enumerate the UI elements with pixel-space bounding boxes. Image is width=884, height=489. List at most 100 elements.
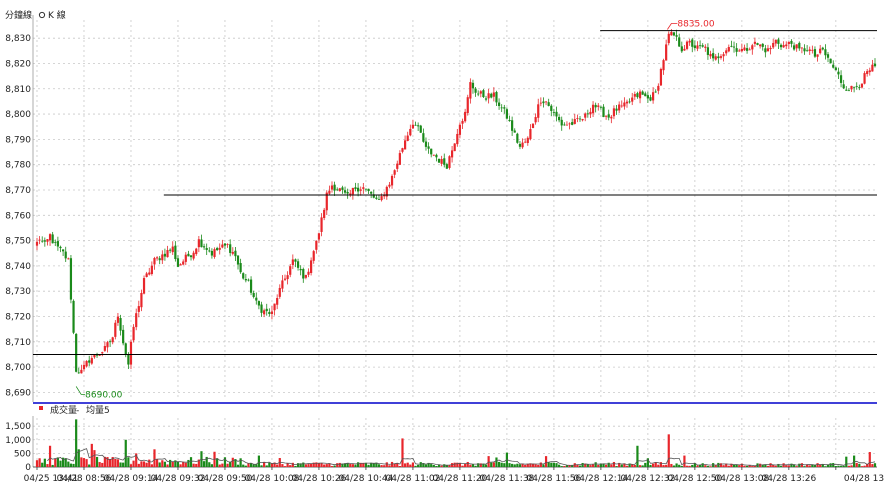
candle-body (242, 273, 245, 279)
candle-body (106, 342, 109, 348)
volume-bar (492, 462, 495, 467)
time-tick-label: 04/28 11:56 (527, 474, 582, 484)
candle-body (176, 258, 180, 267)
volume-bar (855, 462, 858, 467)
time-tick-label: 04/28 10:44 (339, 474, 394, 484)
volume-bar (351, 464, 354, 467)
candle-body (443, 158, 446, 165)
volume-bar (518, 464, 522, 467)
candle-body (362, 187, 365, 189)
volume-bar (383, 465, 386, 467)
time-tick-label: 04/28 13:26 (761, 474, 816, 484)
tab-minute[interactable]: 分鐘線 (5, 9, 32, 21)
candle-body (665, 44, 668, 61)
candle-body (625, 101, 629, 104)
candle-body (223, 243, 227, 246)
volume-bar (179, 464, 182, 467)
volume-bar (208, 462, 211, 467)
candle-body (432, 154, 435, 156)
candle-body (80, 369, 83, 374)
volume-bar (811, 464, 814, 467)
volume-bar (759, 463, 762, 467)
candle-body (597, 105, 600, 107)
volume-bar (263, 461, 266, 467)
candle-body (576, 118, 579, 119)
volume-bar (638, 465, 642, 467)
candle-body (503, 107, 506, 109)
volume-bar (283, 466, 287, 467)
volume-axis: 0 500 1,000 1,500 (5, 422, 31, 473)
candle-body (101, 352, 104, 354)
volume-bar (77, 449, 80, 467)
volume-bar (119, 462, 122, 467)
volume-bar (401, 438, 404, 467)
tab-kline[interactable]: K 線 (48, 9, 66, 21)
volume-bar (440, 465, 443, 467)
volume-bar (858, 463, 861, 467)
volume-bar (610, 464, 613, 467)
candle-body (289, 266, 292, 275)
candle-body (732, 46, 736, 48)
candle-body (586, 113, 589, 115)
price-tick-label: 8,810 (5, 85, 31, 95)
candle-body (202, 246, 206, 248)
volume-bar (779, 465, 783, 467)
candle-body (563, 124, 566, 126)
candle-body (184, 254, 187, 262)
candle-body (114, 322, 117, 337)
candle-body (278, 287, 281, 297)
volume-bar (513, 464, 516, 467)
candle-body (745, 48, 749, 51)
volume-bar (777, 463, 780, 467)
volume-bar (565, 465, 569, 467)
volume-bar (683, 455, 686, 467)
candle-body (142, 278, 146, 294)
candle-body (474, 88, 477, 93)
candle-body (320, 217, 323, 232)
candle-body (197, 239, 200, 248)
volume-bar (795, 466, 798, 467)
volume-bar (427, 462, 430, 467)
candle-body (333, 184, 336, 191)
volume-bar (698, 464, 702, 467)
candle-body (41, 240, 44, 242)
candle-body (385, 186, 388, 197)
grid (32, 15, 877, 468)
volume-bar (534, 464, 537, 467)
candle-body (310, 260, 313, 274)
candle-body (649, 97, 652, 101)
candle-body (839, 75, 843, 83)
candle-body (719, 56, 723, 58)
volume-bar (101, 462, 104, 467)
volume-bar (111, 457, 114, 467)
candle-body (578, 118, 582, 120)
volume-bar (307, 464, 310, 467)
candle-body (398, 153, 401, 165)
volume-bar (772, 464, 775, 467)
candle-body (853, 86, 856, 88)
volume-bar (623, 463, 626, 467)
candle-body (88, 360, 91, 363)
volume-bar (555, 463, 558, 467)
high-label: 8835.00 (677, 20, 714, 30)
candle-body (169, 249, 172, 251)
volume-bar (847, 465, 850, 467)
volume-bar (390, 461, 394, 467)
candle-body (821, 47, 824, 50)
volume-bar (816, 463, 819, 467)
volume-bar (727, 465, 730, 467)
time-tick-label: 04/28 12:50 (668, 474, 723, 484)
volume-bar (563, 466, 566, 467)
candle-body (482, 90, 485, 98)
candle-body (518, 143, 522, 147)
volume-bar (388, 465, 391, 467)
volume-bar (346, 463, 349, 467)
volume-bar (338, 462, 341, 467)
candle-body (842, 84, 845, 89)
kline-radio-icon[interactable] (38, 11, 46, 19)
price-tick-label: 8,800 (5, 110, 31, 120)
volume-bar (244, 465, 247, 467)
candle-body (226, 244, 229, 245)
candle-body (584, 113, 587, 118)
